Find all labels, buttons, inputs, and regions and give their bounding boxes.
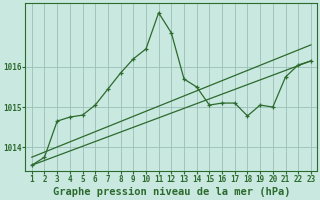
X-axis label: Graphe pression niveau de la mer (hPa): Graphe pression niveau de la mer (hPa) (52, 187, 290, 197)
